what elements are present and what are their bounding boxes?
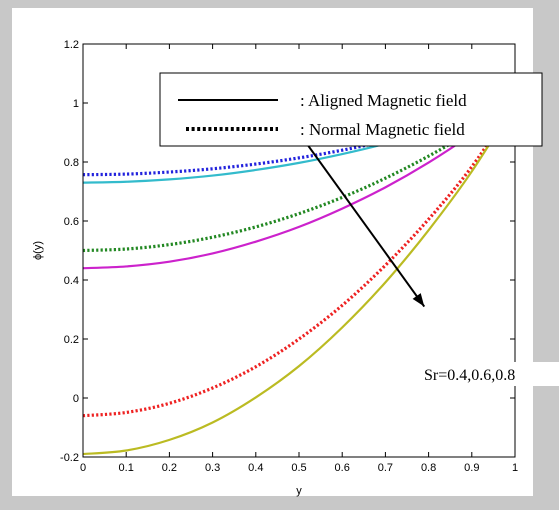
y-tick-label: 1.2 [64,39,79,51]
y-axis-label: ϕ(y) [32,241,44,260]
window-left-strip [0,0,12,510]
series-line-5-dotted [83,102,515,418]
y-tick-label: 0.8 [64,157,79,169]
y-tick-label: 1 [73,98,79,110]
x-tick-label: 0 [80,462,86,474]
series-line-3-dotted [83,101,515,253]
annotation-arrow-head [412,293,425,307]
annotation-label: Sr=0.4,0.6,0.8 [424,367,515,384]
legend: : Aligned Magnetic field : Normal Magnet… [159,72,543,147]
x-tick-label: 1 [512,462,518,474]
y-tick-label: 0 [73,393,79,405]
x-tick-label: 0.2 [162,462,177,474]
plot-frame [82,43,516,458]
y-tick-label: 0.4 [64,275,79,287]
y-tick-label: -0.2 [60,452,79,464]
y-tick-label: 0.6 [64,216,79,228]
x-tick-label: 0.7 [378,462,393,474]
x-tick-label: 0.1 [119,462,134,474]
x-tick-label: 0.4 [248,462,263,474]
annotation-label-background [420,362,559,386]
window-bottom-strip [12,496,559,510]
x-tick-label: 0.5 [291,462,306,474]
legend-label-normal: : Normal Magnetic field [300,120,465,139]
x-tick-label: 0.3 [205,462,220,474]
legend-box [159,72,543,147]
x-tick-label: 0.9 [464,462,479,474]
legend-label-aligned: : Aligned Magnetic field [300,91,467,110]
x-axis-label: y [296,485,302,497]
series-line-4-solid [83,102,515,270]
y-tick-label: 0.2 [64,334,79,346]
ticks-group: 0 0.1 0.2 0.3 0.4 0.5 0.6 0.7 0.8 0.9 1-0.200.20.4… [60,39,518,474]
x-tick-label: 0.8 [421,462,436,474]
x-tick-label: 0.6 [335,462,350,474]
series-line-6-solid [83,102,515,456]
window-top-strip [12,0,559,8]
